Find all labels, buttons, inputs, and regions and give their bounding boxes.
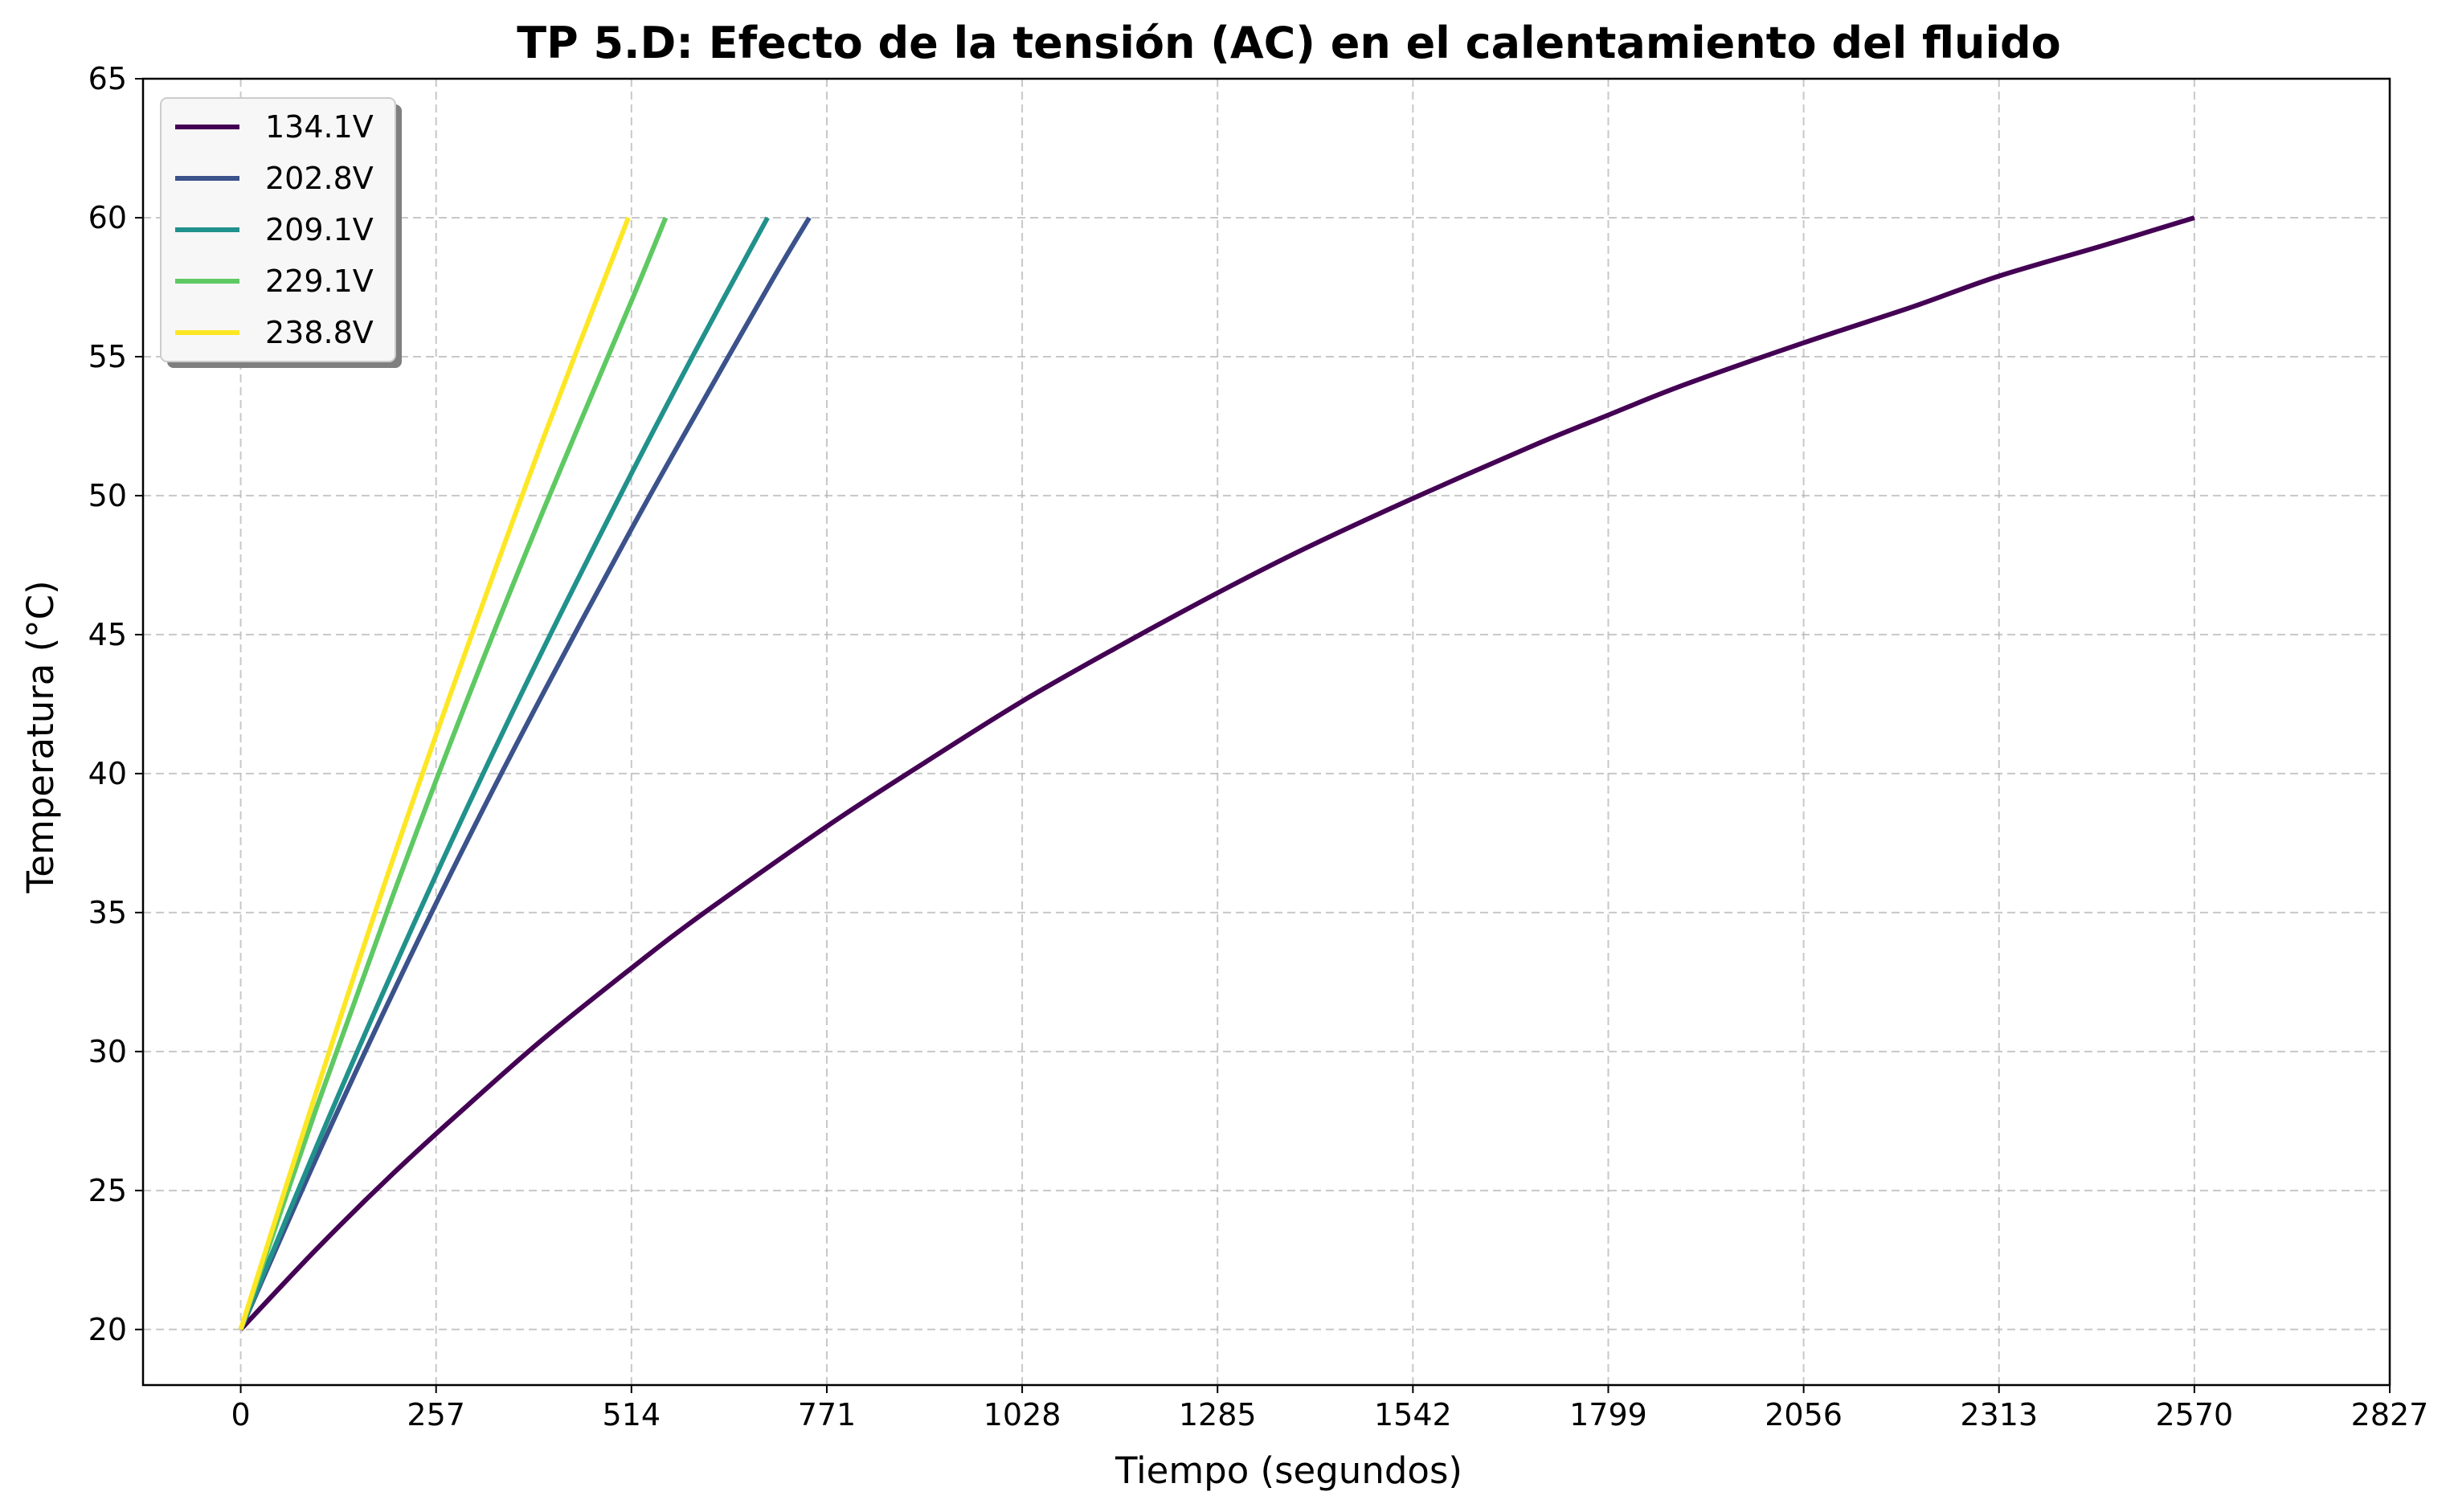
legend-label-4: 238.8V: [265, 315, 374, 350]
x-tick-label: 1285: [1179, 1397, 1257, 1432]
y-tick-label: 60: [88, 200, 127, 235]
x-tick-label: 2827: [2351, 1397, 2429, 1432]
y-tick-label: 25: [88, 1173, 127, 1208]
legend-label-0: 134.1V: [265, 109, 374, 145]
legend-box: [160, 97, 396, 362]
y-tick-label: 35: [88, 895, 127, 930]
legend-label-1: 202.8V: [265, 161, 374, 196]
y-tick-label: 50: [88, 478, 127, 513]
series-line-4: [238, 216, 631, 1330]
chart-title: TP 5.D: Efecto de la tensión (AC) en el …: [517, 18, 2060, 68]
x-tick-label: 257: [407, 1397, 465, 1432]
y-tick-label: 40: [88, 756, 127, 791]
x-tick-label: 0: [231, 1397, 250, 1432]
legend-label-2: 209.1V: [265, 212, 374, 247]
plot-lines: [238, 215, 2195, 1331]
x-tick-label: 1542: [1374, 1397, 1452, 1432]
series-line-3: [238, 216, 669, 1330]
y-tick-label: 65: [88, 61, 127, 96]
x-tick-label: 2313: [1960, 1397, 2038, 1432]
x-axis-label: Tiempo (segundos): [1115, 1449, 1462, 1492]
series-line-2: [238, 216, 770, 1330]
series-line-0: [239, 215, 2195, 1331]
x-tick-label: 2570: [2156, 1397, 2234, 1432]
x-tick-label: 2056: [1765, 1397, 1843, 1432]
legend: 134.1V 202.8V 209.1V 229.1V 238.8V: [160, 97, 402, 368]
axis-ticks: 0 257 514 771 1028 1285 1542 1799 2056 2313 2570 28…: [88, 61, 2429, 1432]
x-tick-label: 514: [603, 1397, 661, 1432]
x-tick-label: 1799: [1569, 1397, 1647, 1432]
y-tick-label: 30: [88, 1034, 127, 1069]
y-axis-label: Temperatura (°C): [19, 580, 62, 893]
x-tick-label: 771: [798, 1397, 857, 1432]
y-tick-label: 45: [88, 617, 127, 652]
legend-label-3: 229.1V: [265, 264, 374, 299]
y-tick-label: 20: [88, 1312, 127, 1347]
x-tick-label: 1028: [984, 1397, 1061, 1432]
y-tick-label: 55: [88, 339, 127, 374]
plot-frame: [141, 77, 2391, 1387]
series-line-1: [238, 216, 812, 1331]
